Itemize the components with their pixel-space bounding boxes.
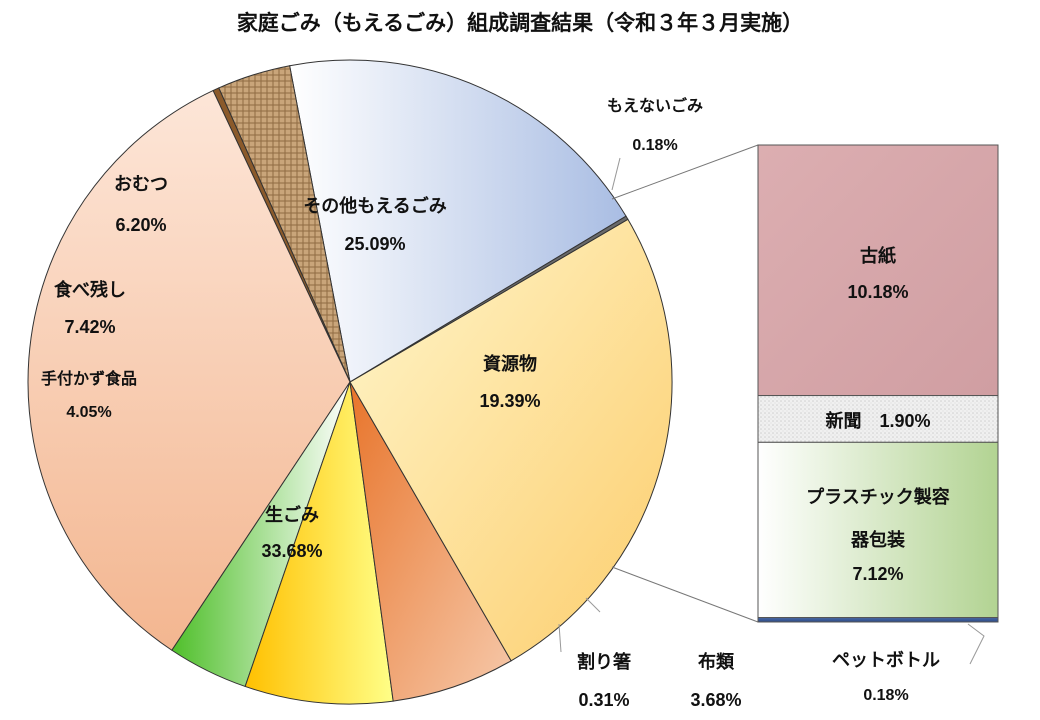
bar-plastic — [757, 441, 999, 619]
series-line-top — [611, 144, 759, 200]
bar-name-label: 器包装 — [850, 529, 905, 550]
slice-name-label: おむつ — [114, 174, 168, 194]
slice-value-label: 7.42% — [64, 317, 115, 337]
slice-value-label: 25.09% — [344, 234, 405, 254]
bar-petbottle — [757, 617, 999, 623]
slice-value-label: 19.39% — [479, 391, 540, 411]
slice-omutsu — [349, 381, 512, 702]
slice-shigenbutsu — [289, 59, 627, 383]
slice-value-label: 0.31% — [578, 690, 629, 710]
slice-name-label: 割り箸 — [577, 651, 631, 672]
bar-value-label: 10.18% — [847, 282, 908, 302]
slice-value-label: 4.05% — [66, 404, 111, 421]
slice-name-label: 生ごみ — [265, 504, 319, 525]
series-line-bottom — [611, 566, 759, 623]
slice-name-label: 手付かず食品 — [41, 369, 137, 388]
slice-name-label: その他もえるごみ — [303, 195, 446, 216]
leader-petbottle — [967, 623, 985, 665]
slice-name-label: 食べ残し — [53, 279, 126, 300]
bar-name-label: ペットボトル — [832, 650, 940, 670]
bar-name-label: 古紙 — [860, 245, 896, 266]
leader-moenai — [611, 157, 621, 191]
bar-name-label: 新聞 1.90% — [825, 410, 930, 431]
slice-value-label: 3.68% — [690, 690, 741, 710]
slice-value-label: 33.68% — [261, 541, 322, 561]
slice-namagomi — [27, 89, 351, 651]
slice-value-label: 0.18% — [632, 137, 677, 154]
bar-value-label: 7.12% — [852, 564, 903, 584]
chart-title: 家庭ごみ（もえるごみ）組成調査結果（令和３年３月実施） — [237, 11, 803, 35]
slice-tabenokoshi — [244, 381, 394, 705]
bar-value-label: 0.18% — [863, 687, 908, 704]
slice-sonota — [349, 218, 673, 662]
leader-nuno — [585, 597, 601, 613]
leader-waribashi — [558, 623, 562, 653]
bar-koshi — [757, 144, 999, 397]
bar-name-label: プラスチック製容 — [806, 486, 950, 507]
slice-name-label: 資源物 — [483, 353, 537, 374]
slice-value-label: 6.20% — [115, 215, 166, 235]
slice-name-label: もえないごみ — [607, 96, 703, 115]
slice-name-label: 布類 — [698, 651, 735, 672]
slice-moenai — [349, 215, 629, 383]
